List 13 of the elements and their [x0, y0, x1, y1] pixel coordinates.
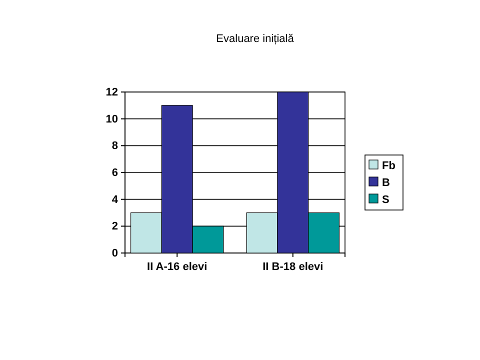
x-tick-label: II B-18 elevi: [262, 260, 324, 273]
x-tick-label: II A-16 elevi: [147, 260, 208, 273]
y-tick-label: 0: [112, 248, 118, 260]
legend-label: Fb: [382, 160, 396, 172]
legend-label: S: [382, 194, 390, 206]
y-tick-label: 8: [112, 140, 118, 152]
y-tick-label: 12: [106, 86, 118, 99]
y-tick-label: 6: [112, 167, 118, 180]
legend-label: B: [382, 177, 390, 189]
y-tick-label: 2: [112, 220, 118, 233]
y-tick-label: 10: [106, 113, 118, 126]
chart-title: Evaluare inițială: [216, 33, 295, 45]
y-tick-label: 4: [112, 194, 119, 206]
